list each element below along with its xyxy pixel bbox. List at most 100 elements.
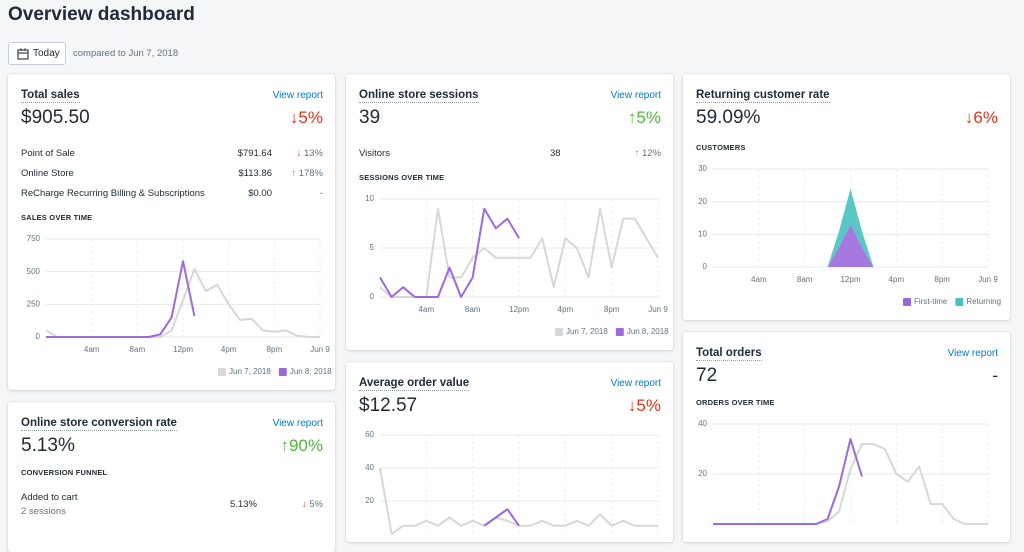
- area: [713, 188, 988, 267]
- change-arrow: ↓: [296, 148, 302, 159]
- button-label: Today: [33, 48, 60, 59]
- y-tick-label: 20: [698, 469, 707, 478]
- section-title: CONVERSION FUNNEL: [21, 468, 108, 477]
- line: [379, 207, 520, 298]
- legend-label: First-time: [914, 297, 948, 306]
- card-title: Average order value: [359, 377, 470, 391]
- section-title: CUSTOMERS: [696, 143, 746, 152]
- card: 20 40 Total orders View report 72 - ORDER…: [683, 332, 1010, 542]
- x-tick-label: 8pm: [267, 345, 283, 354]
- change-text: 12%: [641, 148, 661, 159]
- legend-swatch: [278, 368, 287, 376]
- y-tick-label: 60: [365, 430, 374, 439]
- change-text: 6%: [973, 108, 998, 127]
- metric-value: 5.13%: [21, 435, 75, 456]
- line: [483, 508, 520, 527]
- card: 0 5 10 4am 8am 12pm 4pm 8pm Jun 9 Jun 7, 2018 Jun …: [346, 74, 673, 350]
- legend-swatch: [903, 298, 911, 306]
- row-amount: 38: [550, 148, 561, 159]
- row-amount: $0.00: [248, 188, 272, 199]
- view-report-link[interactable]: View report: [947, 348, 998, 359]
- card: 0 10 20 30 4am 8am 12pm 4pm 8pm Jun 9 First-time Re…: [683, 74, 1010, 320]
- view-report-link[interactable]: View report: [610, 90, 661, 101]
- y-tick-label: 30: [698, 164, 707, 173]
- view-report-link[interactable]: View report: [272, 418, 323, 429]
- legend-label: Jun 7, 2018: [229, 367, 271, 376]
- date-button[interactable]: Today: [8, 42, 66, 65]
- row-amount: $113.86: [238, 168, 272, 179]
- change-arrow: ↑: [627, 108, 637, 127]
- line: [45, 268, 320, 338]
- y-tick-label: 40: [698, 419, 707, 428]
- metric-value: $12.57: [359, 395, 418, 416]
- chart: 0 10 20 30 4am 8am 12pm 4pm 8pm Jun 9 First-time Re…: [698, 164, 1001, 306]
- metric-change: ↑5%: [628, 108, 661, 128]
- y-tick-label: 750: [27, 234, 41, 243]
- row-label: Visitors: [359, 148, 390, 159]
- metric-change: ↓5%: [628, 396, 661, 416]
- y-tick-label: 500: [27, 267, 41, 276]
- change-arrow: ↓: [289, 108, 299, 127]
- x-tick-label: 12pm: [840, 275, 860, 284]
- x-tick-label: 8am: [465, 305, 481, 314]
- legend-label: Jun 8, 2018: [627, 327, 669, 336]
- x-tick-label: 4am: [84, 345, 100, 354]
- card: 0 250 500 750 4am 8am 12pm 4pm 8pm Jun 9 Jun 7, 20…: [8, 74, 335, 390]
- x-tick-label: Jun 9: [310, 345, 330, 354]
- x-tick-label: 8am: [797, 275, 813, 284]
- metric-value: 39: [359, 107, 381, 128]
- card-title: Total orders: [696, 347, 762, 361]
- row-change: ↑ 12%: [635, 148, 661, 159]
- view-report-link[interactable]: View report: [610, 378, 661, 389]
- change-text: 178%: [298, 168, 323, 179]
- y-tick-label: 20: [365, 496, 374, 505]
- change-text: 5%: [636, 108, 661, 127]
- page: Overview dashboard Today compared to Jun…: [8, 4, 1010, 552]
- card: 20 40 60 Average order value View report $…: [346, 362, 673, 542]
- x-tick-label: 4am: [419, 305, 435, 314]
- comparison-text: compared to Jun 7, 2018: [73, 48, 179, 59]
- legend-label: Returning: [966, 297, 1001, 306]
- section-title: SESSIONS OVER TIME: [359, 173, 445, 182]
- x-tick-label: Jun 9: [978, 275, 998, 284]
- y-tick-label: 40: [365, 463, 374, 472]
- y-tick-label: 250: [27, 299, 41, 308]
- metric-change: ↓5%: [290, 108, 323, 128]
- y-tick-label: 0: [36, 332, 41, 341]
- x-tick-label: 12pm: [173, 345, 193, 354]
- metric-value: 72: [696, 365, 718, 386]
- x-tick-label: 8pm: [604, 305, 620, 314]
- chart: 0 250 500 750 4am 8am 12pm 4pm 8pm Jun 9 Jun 7, 20…: [27, 234, 333, 376]
- view-report-link[interactable]: View report: [272, 90, 323, 101]
- metric-value: 59.09%: [696, 107, 761, 128]
- x-tick-label: Jun 9: [648, 305, 668, 314]
- row-sub: 2 sessions: [21, 506, 66, 517]
- row-change: ↓ 5%: [302, 499, 323, 510]
- y-tick-label: 20: [698, 197, 707, 206]
- row-change: -: [319, 188, 323, 199]
- row-label: ReCharge Recurring Billing & Subscriptio…: [21, 188, 205, 199]
- x-tick-label: 4am: [751, 275, 767, 284]
- metric-value: $905.50: [21, 107, 90, 128]
- change-arrow: ↓: [964, 108, 974, 127]
- x-tick-label: 4pm: [889, 275, 905, 284]
- chart: 0 5 10 4am 8am 12pm 4pm 8pm Jun 9 Jun 7, 2018 Jun …: [365, 194, 669, 336]
- change-arrow: ↑: [280, 436, 289, 455]
- section-title: SALES OVER TIME: [21, 213, 93, 222]
- y-tick-label: 0: [370, 292, 375, 301]
- change-arrow: ↑: [634, 148, 640, 159]
- x-tick-label: 8am: [130, 345, 146, 354]
- legend-swatch: [218, 368, 226, 376]
- y-tick-label: 10: [698, 229, 707, 238]
- change-text: 90%: [288, 436, 323, 455]
- row-label: Added to cart: [21, 492, 78, 503]
- change-arrow: ↑: [291, 168, 297, 179]
- row-change: ↑ 178%: [291, 168, 323, 179]
- section-title: ORDERS OVER TIME: [696, 398, 775, 407]
- metric-change: ↓6%: [965, 108, 998, 128]
- legend-swatch: [955, 298, 964, 306]
- x-tick-label: 4pm: [558, 305, 574, 314]
- y-tick-label: 5: [370, 243, 375, 252]
- calendar-icon: [17, 48, 29, 60]
